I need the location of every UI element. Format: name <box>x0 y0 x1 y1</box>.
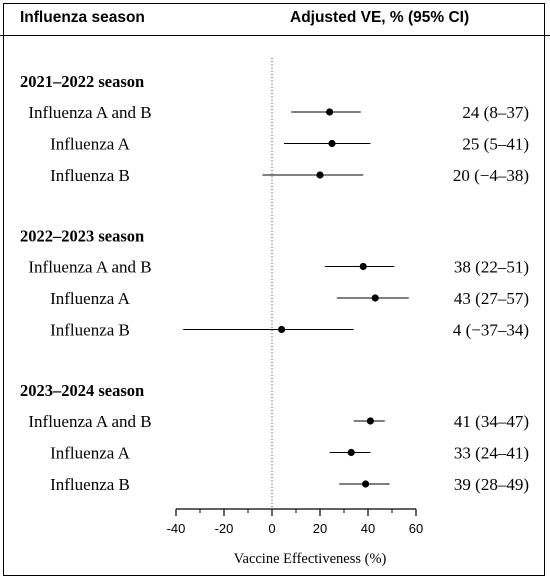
row-value: 20 (−4–38) <box>453 166 529 185</box>
header-divider <box>0 35 550 36</box>
point-estimate <box>347 448 355 457</box>
row-value: 38 (22–51) <box>454 258 529 277</box>
row-label: Influenza B <box>50 475 130 494</box>
point-estimate <box>326 108 334 116</box>
point-estimate <box>359 262 367 271</box>
group-title-3: 2023–2024 season <box>20 381 144 400</box>
x-tick-label: -20 <box>215 521 234 536</box>
row-value: 33 (24–41) <box>454 444 529 463</box>
x-tick-label: 20 <box>313 521 327 536</box>
point-estimate <box>362 480 370 488</box>
point-estimate <box>371 294 379 302</box>
row-label: Influenza A and B <box>28 103 151 122</box>
x-tick-label: 40 <box>361 521 375 536</box>
row-value: 4 (−37–34) <box>453 321 529 340</box>
row-label: Influenza B <box>50 321 130 340</box>
row-value: 25 (5–41) <box>462 135 529 154</box>
row-label: Influenza A <box>50 444 130 463</box>
row-label: Influenza A and B <box>28 412 151 431</box>
group-title-2: 2022–2023 season <box>20 227 144 246</box>
x-axis-title: Vaccine Effectiveness (%) <box>234 551 387 567</box>
row-label: Influenza A and B <box>28 258 151 277</box>
header-adjusted-ve: Adjusted VE, % (95% CI) <box>290 9 470 26</box>
row-value: 43 (27–57) <box>454 289 529 308</box>
group-title-1: 2021–2022 season <box>20 72 144 91</box>
forest-plot-frame <box>3 3 545 576</box>
x-tick-label: 0 <box>268 521 275 536</box>
header-influenza-season: Influenza season <box>20 9 145 26</box>
row-label: Influenza A <box>50 289 130 308</box>
row-label: Influenza A <box>50 135 130 154</box>
row-label: Influenza B <box>50 166 130 185</box>
row-value: 39 (28–49) <box>454 475 529 494</box>
point-estimate <box>316 171 324 179</box>
point-estimate <box>328 139 336 148</box>
row-value: 24 (8–37) <box>462 103 529 122</box>
point-estimate <box>366 417 374 425</box>
x-tick-label: 60 <box>409 521 423 536</box>
row-value: 41 (34–47) <box>454 412 529 431</box>
point-estimate <box>278 325 286 334</box>
x-tick-label: -40 <box>167 521 186 536</box>
